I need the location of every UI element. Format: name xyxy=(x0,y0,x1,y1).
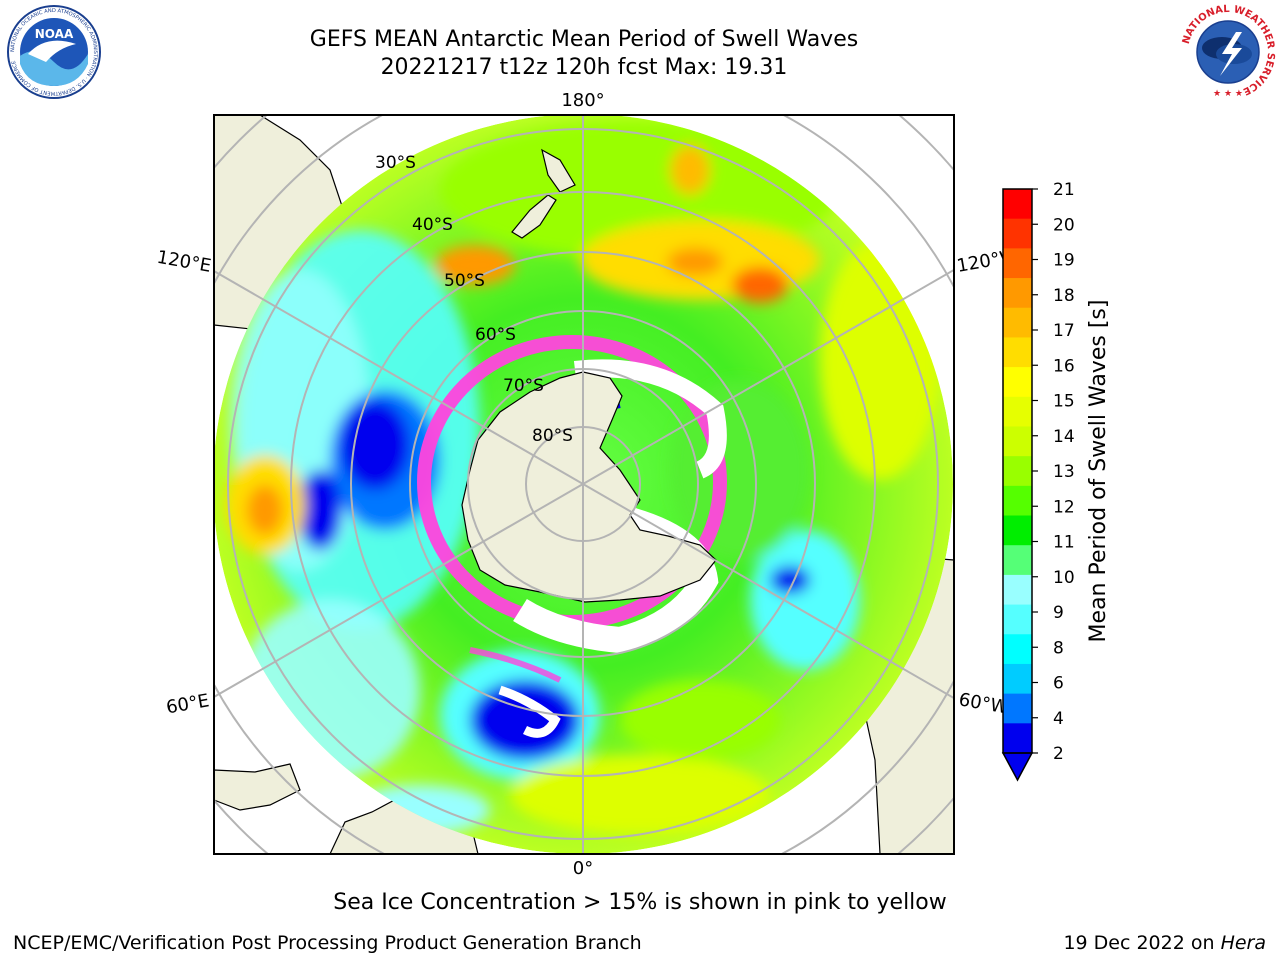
run-date: 19 Dec 2022 on Hera xyxy=(1063,932,1266,954)
lat-label-80s: 80°S xyxy=(532,426,573,446)
colorbar-block xyxy=(1003,248,1032,279)
colorbar-block xyxy=(1003,545,1032,576)
new-zealand-south-land xyxy=(511,194,557,239)
colorbar-tick-label: 21 xyxy=(1053,180,1075,200)
colorbar-block xyxy=(1003,189,1032,220)
colorbar: 21 20 19 18 17 16 15 14 13 12 11 10 9 8 6 4 2 Mean Perio… xyxy=(1001,180,1111,782)
colorbar-extend-arrow xyxy=(1001,752,1034,782)
colorbar-tick-label: 14 xyxy=(1053,427,1075,447)
colorbar-label: Mean Period of Swell Waves [s] xyxy=(1086,300,1111,643)
colorbar-tick-label: 11 xyxy=(1053,533,1075,553)
colorbar-tick-label: 20 xyxy=(1053,215,1075,235)
nws-logo: NATIONAL WEATHER SERVICE ★ ★ ★ xyxy=(1180,4,1276,100)
colorbar-tick-label: 8 xyxy=(1053,638,1064,658)
colorbar-blocks xyxy=(1003,189,1032,754)
noaa-logo: NATIONAL OCEANIC AND ATMOSPHERIC ADMINIS… xyxy=(7,5,101,99)
lon-label-120e: 120°E xyxy=(155,247,213,277)
colorbar-ticks: 21 20 19 18 17 16 15 14 13 12 11 10 9 8 6 4 2 xyxy=(1032,180,1075,764)
credit-text: NCEP/EMC/Verification Post Processing Pr… xyxy=(13,932,642,954)
colorbar-tick-label: 10 xyxy=(1053,568,1075,588)
run-machine: Hera xyxy=(1220,932,1266,954)
colorbar-tick-label: 15 xyxy=(1053,392,1075,412)
colorbar-block xyxy=(1003,663,1032,695)
madagascar-land xyxy=(214,763,301,811)
sea-ice xyxy=(417,335,727,738)
colorbar-tick-label: 19 xyxy=(1053,251,1075,271)
chart-title: GEFS MEAN Antarctic Mean Period of Swell… xyxy=(309,27,859,52)
colorbar-tick-label: 17 xyxy=(1053,321,1075,341)
meridian-60e-120w xyxy=(214,268,954,699)
lon-label-60w: 60°W xyxy=(957,689,1010,718)
lat-label-30s: 30°S xyxy=(375,153,416,173)
svg-text:★ ★ ★: ★ ★ ★ xyxy=(1213,89,1243,99)
colorbar-block xyxy=(1003,693,1032,724)
colorbar-block xyxy=(1003,456,1032,487)
colorbar-block xyxy=(1003,307,1032,338)
lat-label-60s: 60°S xyxy=(475,325,516,345)
colorbar-block xyxy=(1003,515,1032,546)
colorbar-block xyxy=(1003,218,1032,249)
lat-label-70s: 70°S xyxy=(503,376,544,396)
lon-label-0: 0° xyxy=(573,858,593,879)
colorbar-tick-label: 12 xyxy=(1053,497,1075,517)
colorbar-block xyxy=(1003,485,1032,517)
colorbar-block xyxy=(1003,396,1032,427)
colorbar-tick-label: 16 xyxy=(1053,356,1075,376)
lat-label-50s: 50°S xyxy=(444,271,485,291)
sea-ice-note: Sea Ice Concentration > 15% is shown in … xyxy=(333,890,947,915)
colorbar-block xyxy=(1003,634,1032,665)
noaa-logo-text: NOAA xyxy=(35,27,74,41)
colorbar-block xyxy=(1003,426,1032,457)
run-date-text: 19 Dec 2022 on xyxy=(1063,932,1221,954)
colorbar-block xyxy=(1003,367,1032,398)
chart-subtitle: 20221217 t12z 120h fcst Max: 19.31 xyxy=(380,55,788,80)
colorbar-tick-label: 2 xyxy=(1053,744,1064,764)
colorbar-block xyxy=(1003,604,1032,635)
colorbar-tick-label: 4 xyxy=(1053,709,1064,729)
map-frame xyxy=(213,114,955,855)
new-zealand-north-land xyxy=(541,148,576,193)
colorbar-tick-label: 18 xyxy=(1053,286,1075,306)
colorbar-tick-label: 6 xyxy=(1053,674,1064,694)
colorbar-tick-label: 9 xyxy=(1053,603,1064,623)
colorbar-block xyxy=(1003,574,1032,606)
colorbar-block xyxy=(1003,337,1032,368)
colorbar-tick-label: 13 xyxy=(1053,462,1075,482)
graticule xyxy=(214,115,954,854)
lat-label-40s: 40°S xyxy=(412,215,453,235)
lon-label-180: 180° xyxy=(561,90,604,111)
colorbar-block xyxy=(1003,278,1032,309)
colorbar-block xyxy=(1003,723,1032,754)
lon-label-60e: 60°E xyxy=(165,690,211,718)
